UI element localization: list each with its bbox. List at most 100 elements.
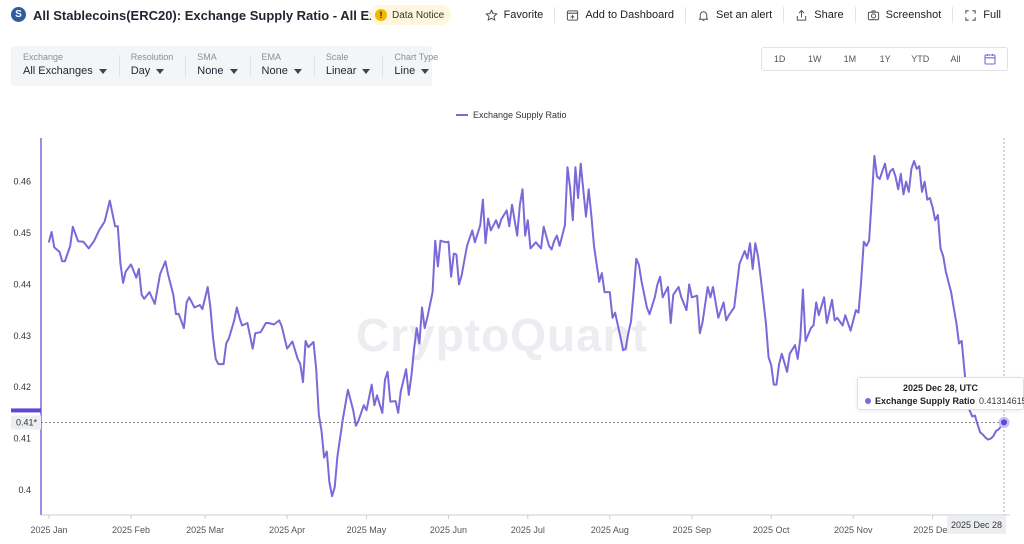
legend-swatch — [456, 114, 468, 116]
x-tick-label: 2025 Dec — [913, 525, 952, 535]
time-range-selector: 1D 1W 1M 1Y YTD All — [761, 47, 1008, 71]
chevron-down-icon — [362, 68, 371, 74]
chart-controls: Exchange All Exchanges Resolution Day SM… — [11, 46, 438, 86]
y-tick-label: 0.44 — [13, 279, 31, 289]
resolution-select-value: Day — [130, 65, 151, 77]
bell-icon — [698, 10, 709, 21]
data-notice-label: Data Notice — [392, 9, 445, 21]
toolbar-divider — [684, 7, 686, 23]
hover-point — [1001, 419, 1007, 426]
series-line-exchange-supply-ratio — [48, 154, 1005, 498]
chart-type-select-label: Chart Type — [394, 52, 439, 62]
scale-select-value: Linear — [325, 65, 357, 77]
set-alert-label: Set an alert — [715, 9, 773, 21]
watermark: CryptoQuant — [356, 309, 649, 361]
x-axis: 2025 Jan 2025 Feb 2025 Mar 2025 Apr 2025 May… — [30, 514, 1010, 535]
sma-select-label: SMA — [197, 52, 217, 62]
y-tick-label: 0.45 — [13, 228, 31, 238]
range-all-button[interactable]: All — [950, 54, 961, 64]
date-picker-button[interactable] — [973, 53, 1007, 65]
toolbar-divider — [783, 7, 785, 23]
chevron-down-icon — [421, 68, 430, 74]
x-tick-label: 2025 Aug — [591, 525, 629, 535]
set-alert-button[interactable]: Set an alert — [686, 6, 783, 24]
share-button[interactable]: Share — [784, 6, 854, 24]
exchange-select[interactable]: Exchange All Exchanges — [11, 46, 119, 86]
fullscreen-button[interactable]: Full — [953, 6, 1012, 24]
x-tick-label: 2025 Nov — [834, 525, 873, 535]
top-bar: S All Stablecoins(ERC20): Exchange Suppl… — [0, 0, 1024, 32]
range-ytd-button[interactable]: YTD — [911, 54, 930, 64]
expand-icon — [965, 9, 976, 21]
add-to-dashboard-button[interactable]: Add to Dashboard — [555, 6, 685, 24]
exchange-select-value: All Exchanges — [23, 65, 93, 77]
x-tick-label: 2025 Jun — [430, 525, 467, 535]
scale-select-label: Scale — [325, 52, 349, 62]
line-chart[interactable]: 0.40.410.420.430.440.450.46 2025 Jan 2025… — [0, 130, 1024, 544]
chevron-down-icon — [229, 68, 238, 74]
add-to-dashboard-label: Add to Dashboard — [585, 9, 674, 21]
camera-icon — [867, 9, 879, 20]
series-layer — [48, 154, 1010, 498]
tooltip-series-dot — [865, 398, 871, 404]
range-1w-button[interactable]: 1W — [808, 54, 822, 64]
warning-icon: ! — [375, 9, 387, 21]
chart-legend[interactable]: Exchange Supply Ratio — [456, 110, 567, 120]
toolbar-actions: Favorite Add to Dashboard Set an alert S… — [474, 6, 1012, 24]
range-1m-button[interactable]: 1M — [843, 54, 857, 64]
crosshair: 0.41* — [11, 138, 1005, 515]
sma-select-value: None — [197, 65, 224, 77]
x-tick-label: 2025 Feb — [112, 525, 150, 535]
y-tick-label: 0.4 — [18, 485, 31, 495]
y-tick-label: 0.46 — [13, 177, 31, 187]
y-tick-label: 0.43 — [13, 331, 31, 341]
x-tick-label: 2025 Jan — [30, 525, 67, 535]
y-tick-label: 0.42 — [13, 382, 31, 392]
page-title: All Stablecoins(ERC20): Exchange Supply … — [33, 8, 430, 23]
data-notice-badge[interactable]: ! Data Notice — [370, 5, 452, 25]
x-tick-label: 2025 Oct — [753, 525, 790, 535]
star-icon — [485, 9, 497, 21]
tooltip-date: 2025 Dec 28, UTC — [902, 383, 979, 393]
share-icon — [797, 9, 807, 21]
scale-select[interactable]: Scale Linear — [313, 46, 383, 86]
resolution-select-label: Resolution — [130, 52, 174, 62]
crosshair-date-label: 2025 Dec 28 — [947, 516, 1006, 534]
ema-select-label: EMA — [261, 52, 282, 62]
toolbar-divider — [952, 7, 954, 23]
chevron-down-icon — [98, 68, 107, 74]
range-1d-button[interactable]: 1D — [773, 54, 786, 64]
x-tick-label: 2025 Apr — [269, 525, 305, 535]
exchange-select-label: Exchange — [23, 52, 64, 62]
y-crosshair-label-box — [11, 415, 41, 430]
ema-select[interactable]: EMA None — [249, 46, 314, 86]
screenshot-button[interactable]: Screenshot — [856, 6, 953, 24]
calendar-icon — [984, 54, 996, 65]
sma-select[interactable]: SMA None — [185, 46, 249, 86]
add-dashboard-icon — [567, 9, 579, 21]
screenshot-label: Screenshot — [885, 9, 942, 21]
tooltip-value: 0.41314615 — [979, 396, 1024, 406]
tooltip-series-name: Exchange Supply Ratio — [875, 396, 976, 406]
share-label: Share — [814, 9, 844, 21]
chart-type-select[interactable]: Chart Type Line — [382, 46, 450, 86]
y-axis: 0.4 0.41 0.42 0.43 0.44 0.45 0.46 — [13, 138, 42, 515]
x-tick-label: 2025 Sep — [673, 525, 712, 535]
ema-select-value: None — [261, 65, 288, 77]
hover-tooltip: 2025 Dec 28, UTC Exchange Supply Ratio 0… — [857, 377, 1024, 410]
stablecoin-logo-icon: S — [11, 7, 26, 22]
legend-label: Exchange Supply Ratio — [473, 110, 567, 120]
x-tick-label: 2025 May — [347, 525, 387, 535]
toolbar-divider — [554, 7, 556, 23]
x-tick-label: 2025 Jul — [511, 525, 545, 535]
range-1y-button[interactable]: 1Y — [879, 54, 891, 64]
y-tick-label: 0.41 — [13, 434, 31, 444]
favorite-button[interactable]: Favorite — [474, 6, 555, 24]
x-tick-label: 2025 Mar — [186, 525, 224, 535]
resolution-select[interactable]: Resolution Day — [118, 46, 186, 86]
toolbar-divider — [854, 7, 856, 23]
y-crosshair-label: 0.41* — [16, 417, 38, 427]
favorite-label: Favorite — [503, 9, 544, 21]
chevron-down-icon — [293, 68, 302, 74]
y-crosshair-marker — [11, 408, 41, 413]
